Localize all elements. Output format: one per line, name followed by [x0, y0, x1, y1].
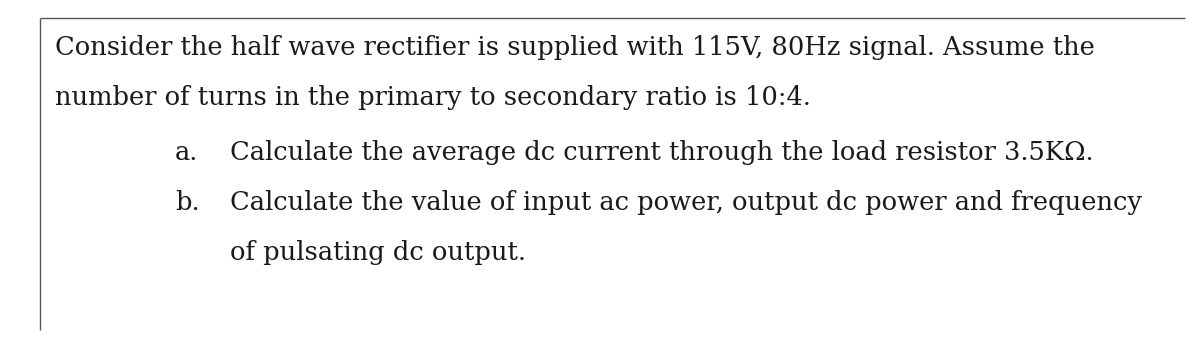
Text: number of turns in the primary to secondary ratio is 10:4.: number of turns in the primary to second… — [55, 85, 811, 110]
Text: Calculate the average dc current through the load resistor 3.5KΩ.: Calculate the average dc current through… — [230, 140, 1093, 165]
Text: of pulsating dc output.: of pulsating dc output. — [230, 240, 526, 265]
Text: Consider the half wave rectifier is supplied with 115V, 80Hz signal. Assume the: Consider the half wave rectifier is supp… — [55, 35, 1094, 60]
Text: a.: a. — [175, 140, 198, 165]
Text: b.: b. — [175, 190, 199, 215]
Text: Calculate the value of input ac power, output dc power and frequency: Calculate the value of input ac power, o… — [230, 190, 1142, 215]
